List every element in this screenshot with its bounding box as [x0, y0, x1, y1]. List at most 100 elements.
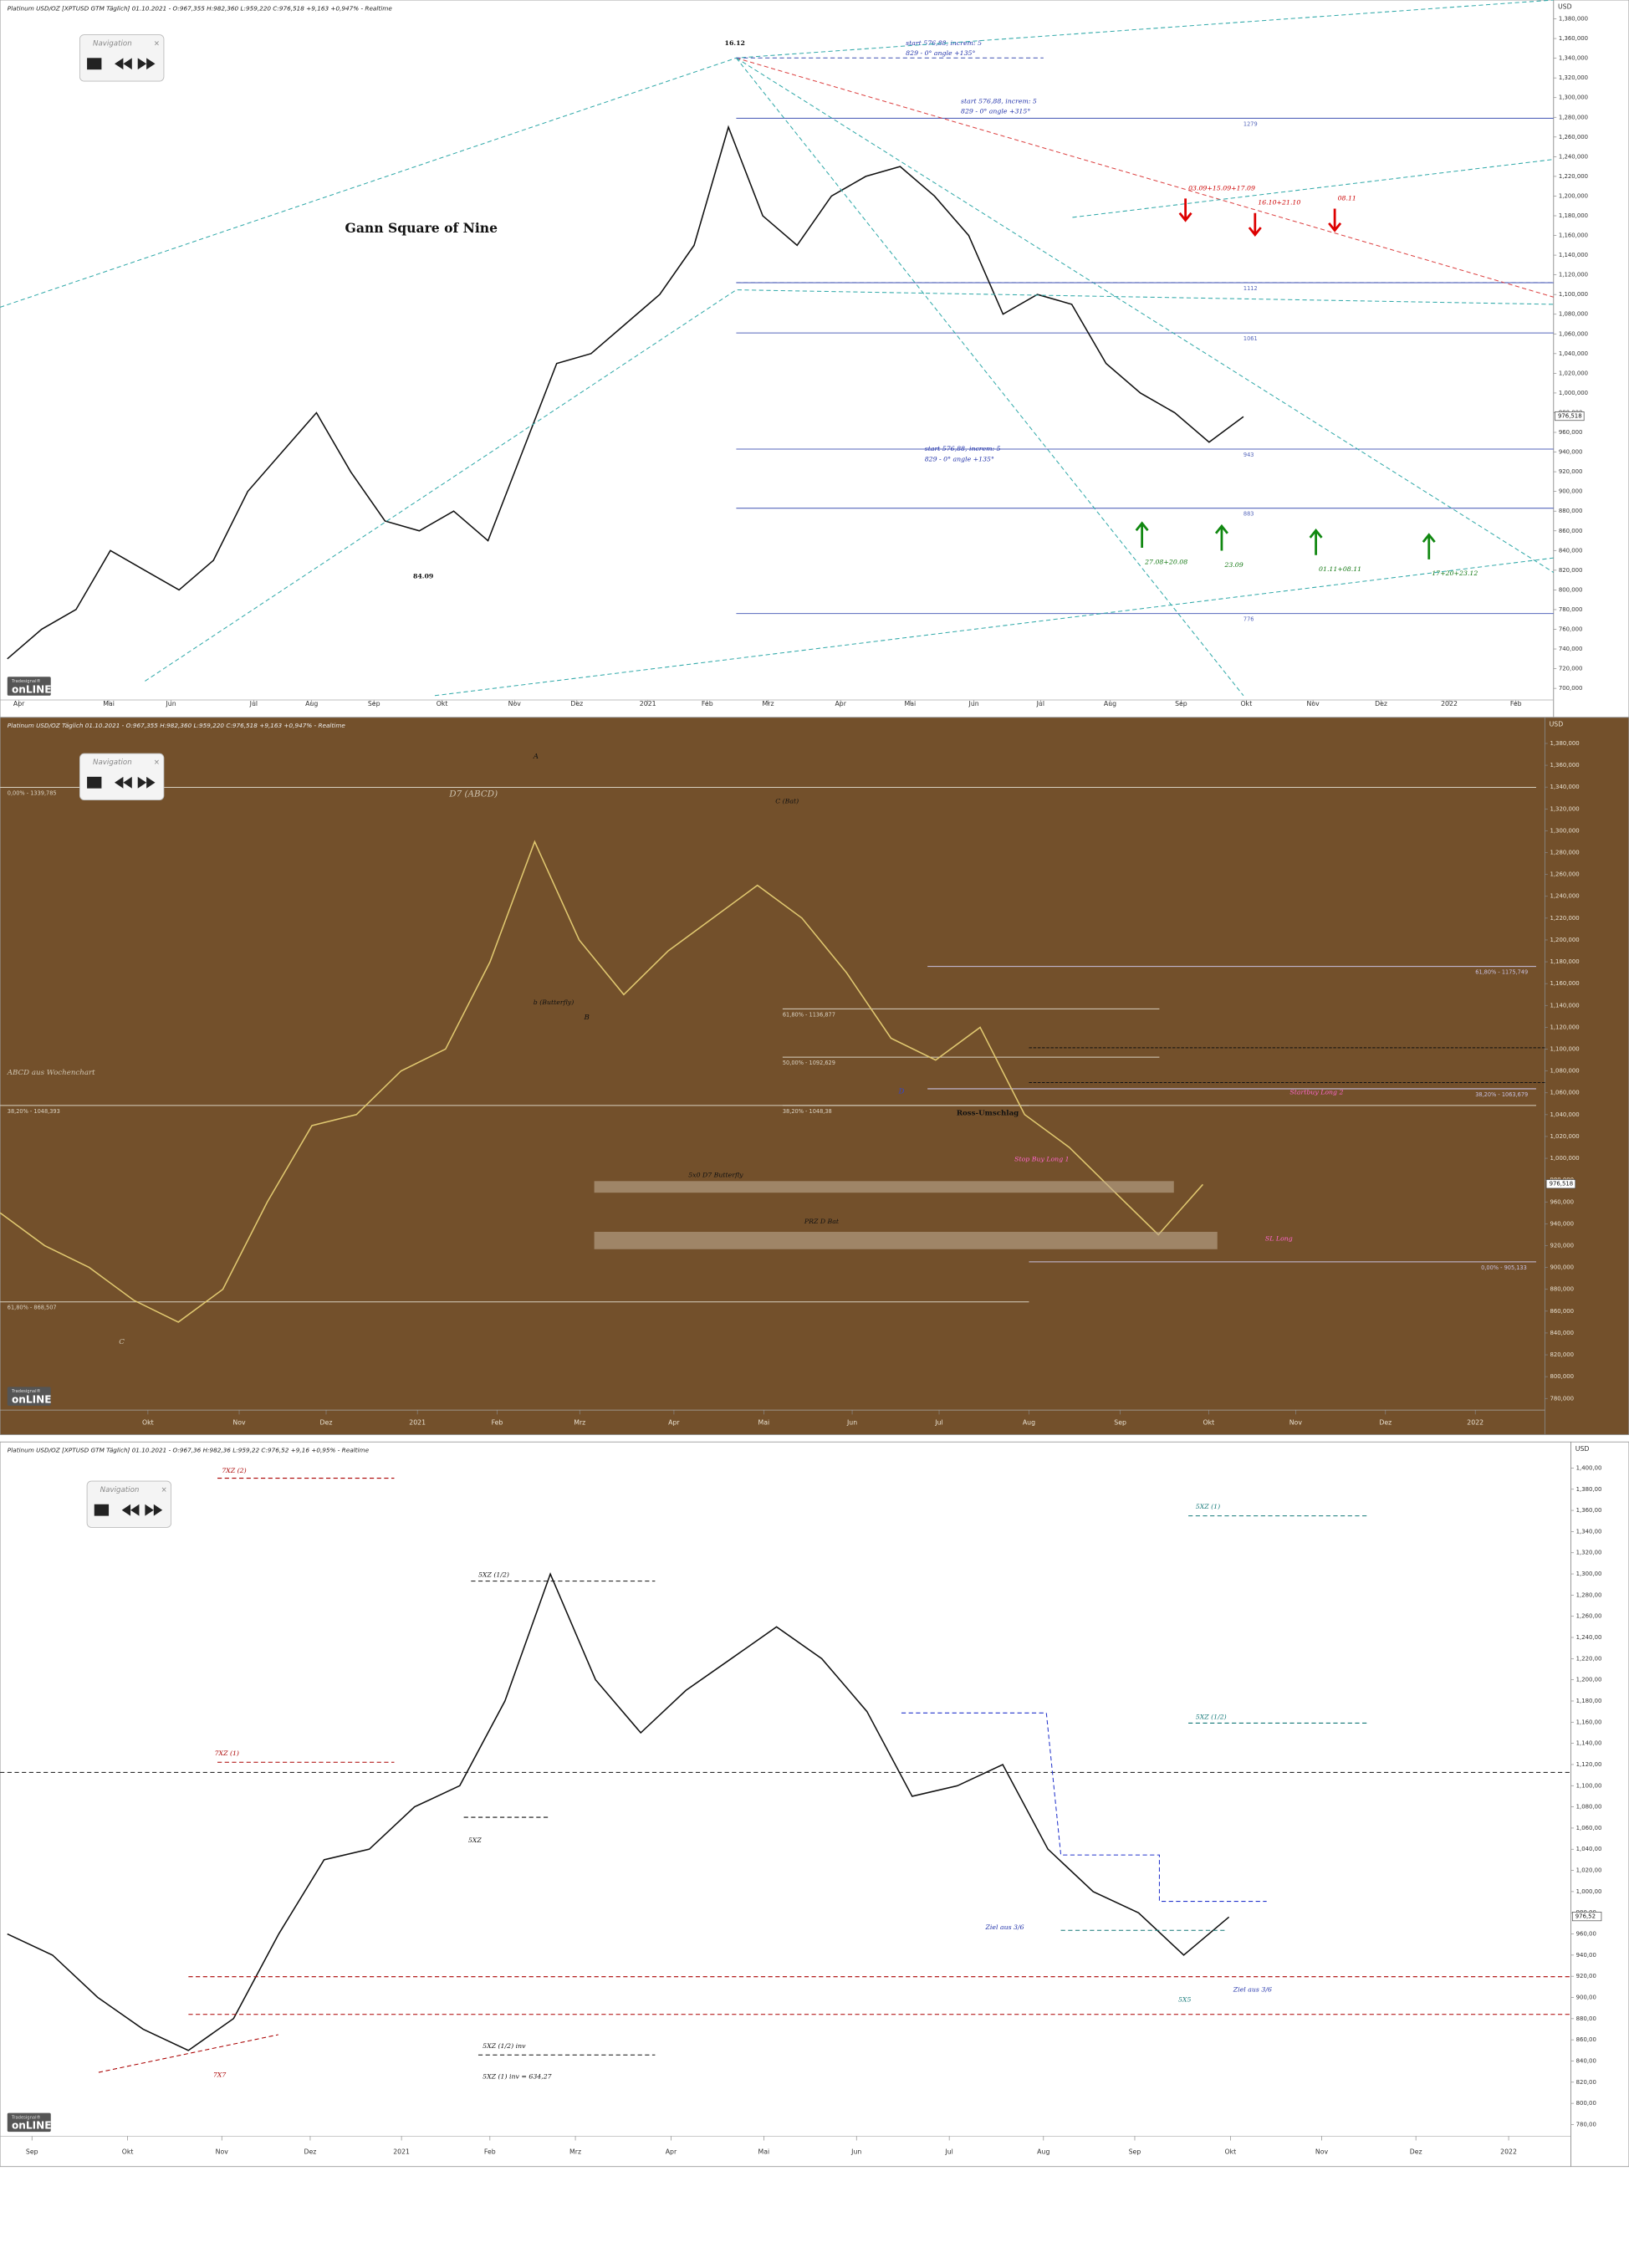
annotation: 23.09 [1223, 561, 1243, 569]
axis-unit: USD [1558, 3, 1572, 11]
y-tick-label: 920,000 [1550, 1242, 1574, 1249]
y-tick-label: 780,00 [1576, 2121, 1596, 2128]
arrow-up [1135, 521, 1149, 549]
arrow-down [1248, 212, 1262, 237]
navigation-widget[interactable]: Navigation × [79, 753, 165, 800]
x-tick-label: Apr [13, 700, 25, 707]
navigation-widget[interactable]: Navigation × [79, 34, 165, 82]
annotation: A [533, 753, 539, 761]
chart-panel: Platinum USD/OZ Täglich 01.10.2021 - O:9… [0, 717, 1629, 1436]
grid-icon[interactable] [87, 776, 102, 789]
x-tick-label: Mai [758, 2148, 770, 2155]
y-tick-label: 780,000 [1559, 606, 1583, 613]
annotation: start 576,88, increm: 5 [906, 39, 982, 47]
logo-name: onLINE [12, 2120, 52, 2132]
x-tick-label: Apr [668, 1419, 680, 1427]
chart-header: Platinum USD/OZ [XPTUSD GTM Täglich] 01.… [8, 4, 393, 12]
x-tick-label: 2022 [1441, 700, 1458, 707]
y-tick-label: 1,060,000 [1550, 1090, 1579, 1096]
y-tick-label: 1,180,00 [1576, 1698, 1602, 1704]
y-tick-label: 1,080,000 [1550, 1068, 1579, 1075]
x-tick-label: Nov [508, 700, 522, 707]
annotation: 5x0 D7 Butterfly [688, 1171, 743, 1178]
annotation: 5XZ (1) [1196, 1503, 1220, 1510]
x-tick-label: Jul [1036, 700, 1044, 707]
navigation-close[interactable]: × [161, 1486, 166, 1494]
x-tick-label: Nov [232, 1419, 246, 1427]
price-level-label: 883 [1243, 511, 1254, 518]
logo-brand: Tradesignal® [11, 678, 41, 684]
y-tick-label: 1,220,000 [1550, 915, 1579, 922]
arrow-down [1178, 198, 1192, 222]
y-tick-label: 1,380,00 [1576, 1486, 1602, 1493]
annotation: b (Butterfly) [534, 999, 574, 1006]
trend-line [736, 57, 1555, 573]
logo-brand: Tradesignal® [11, 2114, 41, 2120]
price-level-label: 50,00% - 1092,629 [783, 1060, 835, 1066]
y-tick-label: 1,360,000 [1550, 762, 1579, 769]
annotation: 16.12 [725, 39, 745, 47]
navigation-close[interactable]: × [154, 759, 160, 767]
annotation: 16.10+21.10 [1258, 199, 1300, 207]
x-tick-label: 2021 [393, 2148, 410, 2155]
y-tick-label: 960,000 [1559, 429, 1583, 436]
grid-icon[interactable] [87, 58, 102, 70]
trend-line [98, 2034, 278, 2073]
y-tick-label: 1,380,000 [1559, 16, 1588, 23]
y-tick-label: 1,280,000 [1559, 114, 1588, 120]
price-level-label: 0,00% - 1339,785 [8, 789, 57, 796]
y-tick-label: 1,240,00 [1576, 1634, 1602, 1641]
arrow-up [1214, 524, 1228, 551]
y-tick-label: 1,140,00 [1576, 1740, 1602, 1747]
panel-background [0, 1441, 1629, 2168]
y-tick-label: 780,000 [1550, 1395, 1574, 1402]
annotation: 5XZ [468, 1836, 482, 1844]
y-tick-label: 1,380,000 [1550, 740, 1579, 747]
x-tick-label: Aug [1023, 1419, 1035, 1427]
y-tick-label: 1,000,00 [1576, 1888, 1602, 1895]
navigation-title: Navigation [100, 1486, 140, 1494]
y-tick-label: 900,000 [1550, 1264, 1574, 1271]
y-tick-label: 880,000 [1559, 508, 1583, 514]
x-tick-label: Sep [1175, 700, 1187, 707]
arrow-up [1422, 533, 1436, 559]
x-tick-label: Feb [492, 1419, 503, 1427]
y-tick-label: 1,200,000 [1550, 937, 1579, 943]
price-level-label: 38,20% - 1048,393 [8, 1108, 60, 1115]
navigation-close[interactable]: × [154, 39, 160, 48]
annotation: 5XZ (1/2) [1196, 1713, 1227, 1720]
y-tick-label: 960,00 [1576, 1931, 1596, 1938]
y-tick-label: 800,000 [1559, 586, 1583, 593]
price-level-label: 776 [1243, 616, 1254, 623]
x-tick-label: Jun [846, 1419, 857, 1427]
x-tick-label: Mrz [574, 1419, 585, 1427]
back-icon[interactable] [115, 776, 132, 789]
y-tick-label: 820,000 [1559, 567, 1583, 574]
grid-icon[interactable] [94, 1504, 110, 1516]
y-tick-label: 1,020,000 [1559, 370, 1588, 376]
x-tick-label: Jul [944, 2148, 952, 2155]
annotation: D [898, 1087, 905, 1096]
x-tick-label: Dez [1379, 1419, 1392, 1427]
y-tick-label: 880,00 [1576, 2015, 1596, 2022]
annotation: 5XZ (1/2) inv [483, 2042, 526, 2050]
price-level-label: 38,20% - 1063,679 [1475, 1091, 1528, 1098]
y-tick-label: 1,400,00 [1576, 1464, 1602, 1471]
x-tick-label: Dez [1410, 2148, 1422, 2155]
y-tick-label: 1,320,00 [1576, 1550, 1602, 1556]
y-tick-label: 1,300,00 [1576, 1571, 1602, 1577]
annotation: 7XZ (2) [222, 1467, 246, 1474]
price-level-label: 0,00% - 905,133 [1481, 1264, 1527, 1271]
navigation-widget[interactable]: Navigation × [86, 1480, 172, 1528]
arrow-up [1309, 529, 1323, 555]
y-tick-label: 1,020,00 [1576, 1867, 1602, 1874]
y-tick-label: 1,240,000 [1550, 893, 1579, 900]
annotation: 5XZ (1) inv = 634,27 [483, 2072, 552, 2080]
y-tick-label: 1,060,00 [1576, 1825, 1602, 1831]
x-tick-label: Aug [305, 700, 318, 707]
y-tick-label: 940,000 [1559, 449, 1583, 456]
back-icon[interactable] [121, 1504, 140, 1516]
price-level-label: 1112 [1243, 285, 1258, 292]
y-tick-label: 1,000,000 [1550, 1155, 1579, 1162]
annotation: SL Long [1265, 1235, 1293, 1243]
